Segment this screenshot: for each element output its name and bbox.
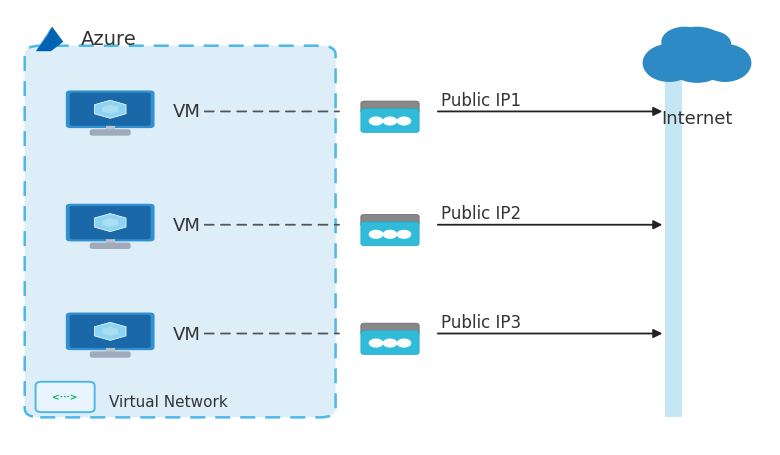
Bar (665, 60, 682, 417)
Polygon shape (102, 327, 118, 336)
Text: Public IP2: Public IP2 (441, 205, 520, 223)
FancyBboxPatch shape (66, 204, 154, 242)
Circle shape (384, 339, 396, 347)
FancyBboxPatch shape (361, 324, 419, 335)
Text: VM: VM (172, 103, 200, 121)
Polygon shape (94, 214, 126, 232)
Circle shape (384, 118, 396, 126)
Text: <···>: <···> (52, 393, 78, 402)
FancyBboxPatch shape (69, 207, 151, 240)
FancyBboxPatch shape (361, 215, 419, 227)
FancyBboxPatch shape (361, 331, 419, 355)
FancyBboxPatch shape (90, 130, 131, 136)
FancyBboxPatch shape (361, 222, 419, 246)
Text: VM: VM (172, 325, 200, 343)
FancyBboxPatch shape (90, 352, 131, 358)
Ellipse shape (643, 45, 696, 83)
Circle shape (384, 231, 396, 238)
FancyBboxPatch shape (69, 315, 151, 348)
Bar (106, 238, 115, 245)
Polygon shape (36, 27, 52, 52)
Text: Internet: Internet (661, 110, 732, 128)
FancyBboxPatch shape (36, 382, 94, 412)
Polygon shape (94, 101, 126, 119)
Circle shape (370, 339, 383, 347)
Ellipse shape (699, 45, 751, 83)
FancyBboxPatch shape (66, 313, 154, 350)
Circle shape (397, 231, 410, 238)
Ellipse shape (688, 31, 731, 58)
Polygon shape (102, 106, 118, 115)
FancyBboxPatch shape (361, 102, 419, 114)
Circle shape (370, 231, 383, 238)
Circle shape (370, 118, 383, 126)
Text: Virtual Network: Virtual Network (108, 394, 228, 409)
Circle shape (397, 339, 410, 347)
Polygon shape (94, 323, 126, 341)
Polygon shape (36, 27, 63, 52)
Text: Public IP1: Public IP1 (441, 92, 520, 110)
Bar (106, 125, 115, 132)
FancyBboxPatch shape (361, 109, 419, 133)
Text: VM: VM (172, 216, 200, 234)
FancyBboxPatch shape (90, 243, 131, 249)
FancyBboxPatch shape (66, 91, 154, 129)
Ellipse shape (662, 28, 732, 84)
Text: Azure: Azure (80, 30, 136, 49)
FancyBboxPatch shape (69, 93, 151, 126)
Text: Public IP3: Public IP3 (441, 313, 520, 331)
Ellipse shape (661, 28, 708, 58)
FancyBboxPatch shape (25, 46, 335, 417)
Polygon shape (102, 218, 118, 228)
Bar (106, 346, 115, 354)
Circle shape (397, 118, 410, 126)
